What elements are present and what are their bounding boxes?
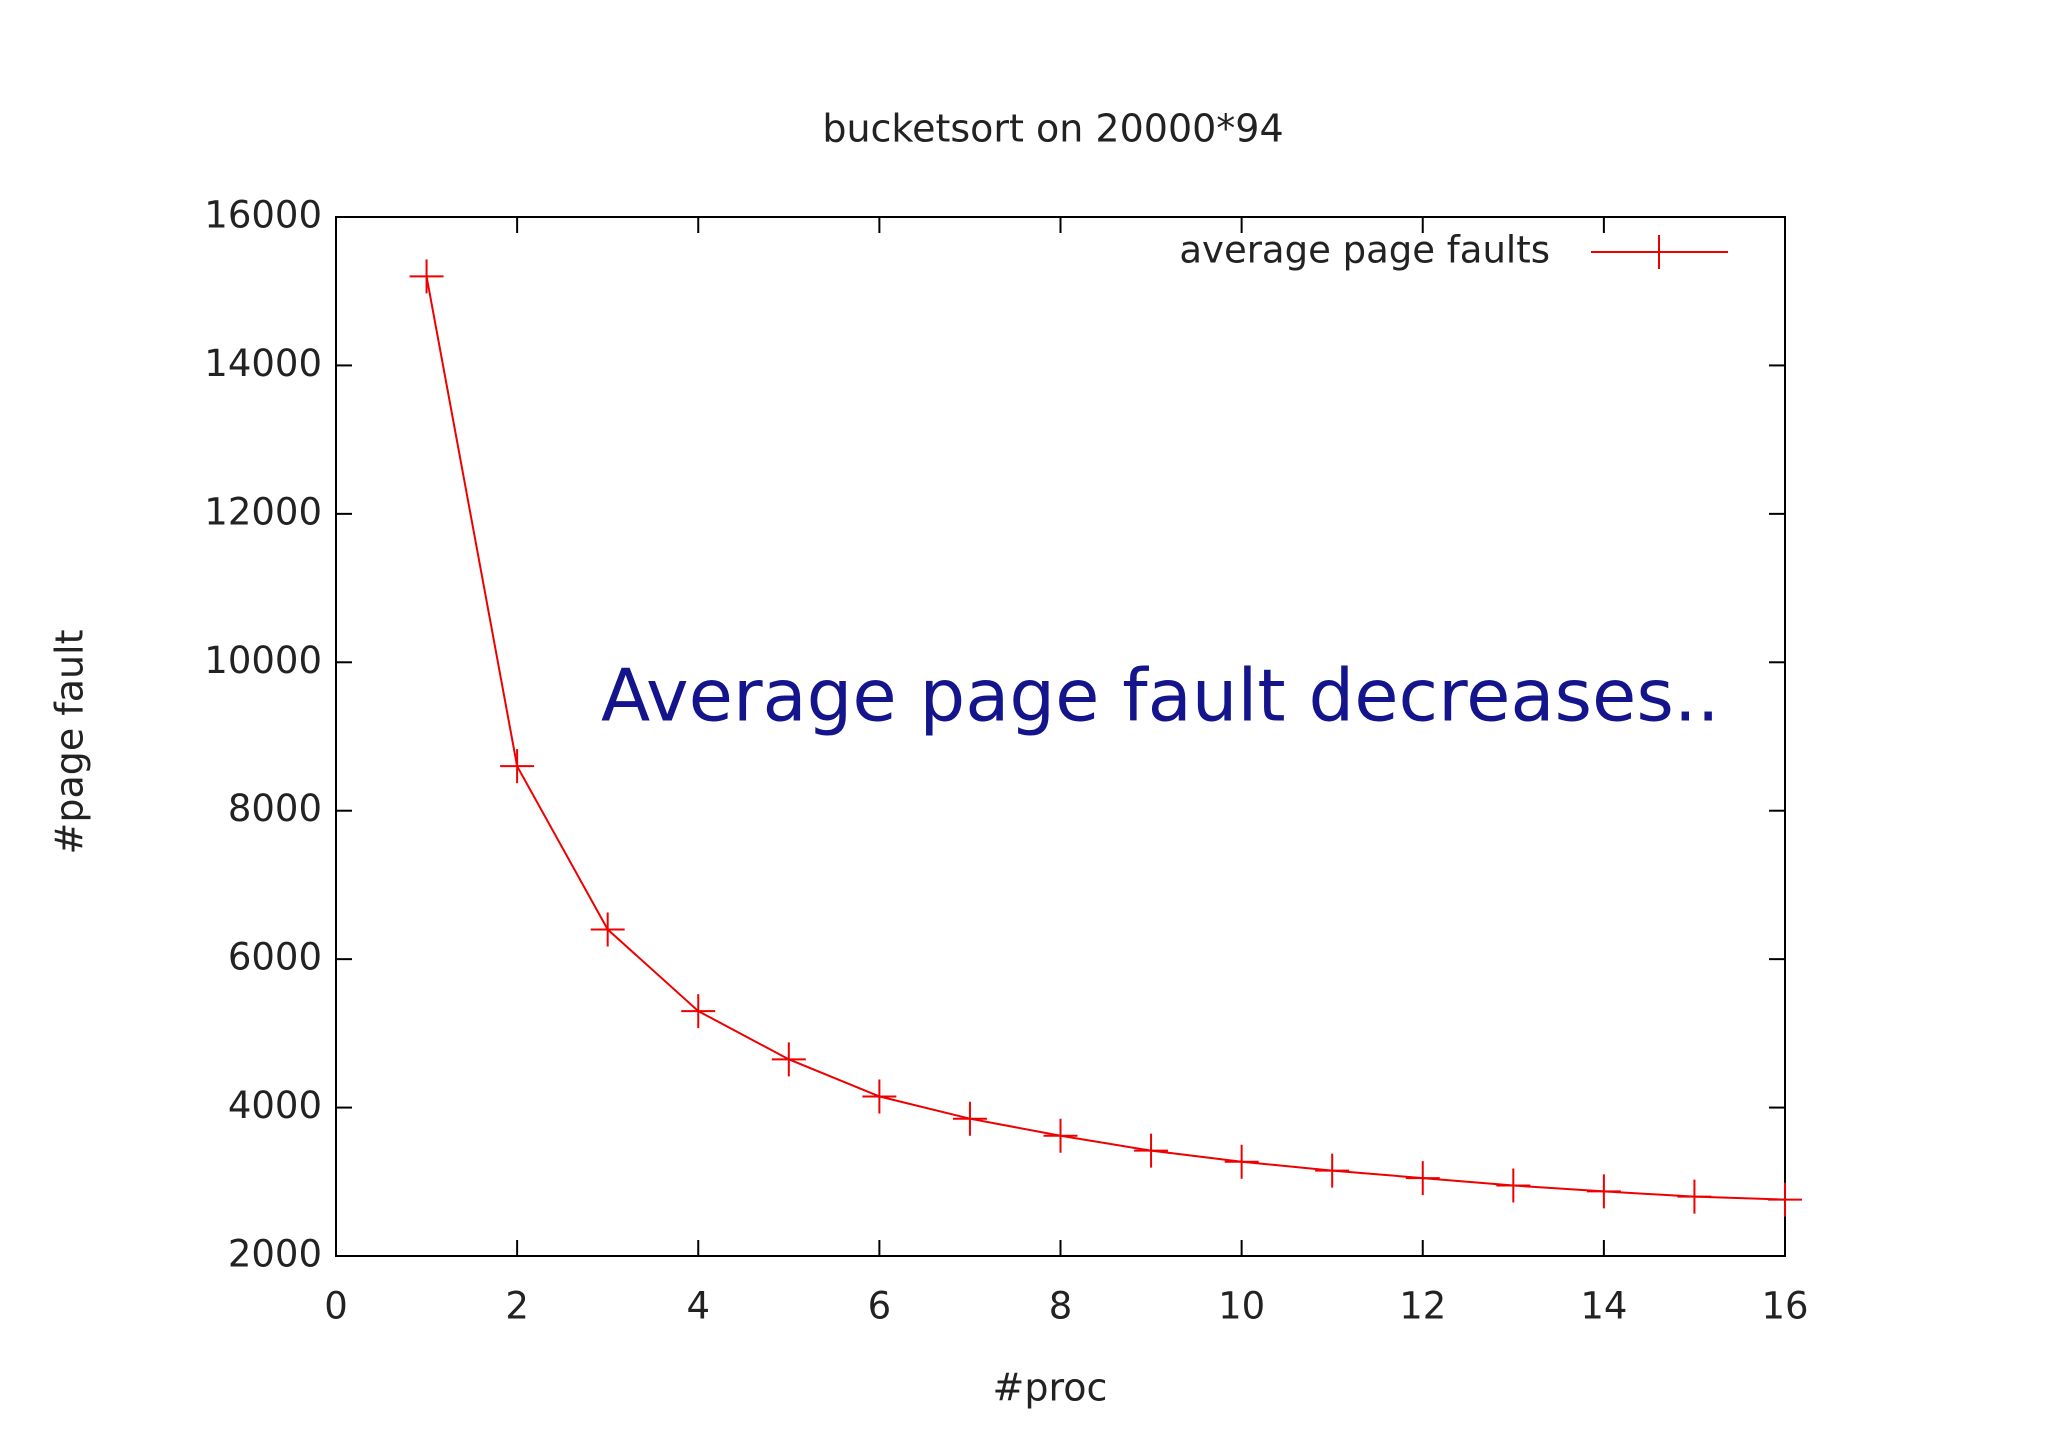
annotation: Average page fault decreases.. [601, 654, 1720, 738]
point-marker [771, 1042, 806, 1077]
x-tick-label: 2 [505, 1285, 529, 1328]
x-tick-label: 8 [1049, 1285, 1073, 1328]
point-marker [590, 912, 625, 947]
x-tick-label: 12 [1399, 1285, 1446, 1328]
point-marker [1586, 1174, 1621, 1209]
point-marker [1677, 1179, 1712, 1214]
x-tick-label: 14 [1580, 1285, 1627, 1328]
y-tick-label: 16000 [204, 194, 322, 237]
y-tick-label: 10000 [204, 639, 322, 682]
y-axis-label: #page fault [48, 629, 92, 854]
series-line [425, 276, 1786, 1201]
x-tick-label: 6 [868, 1285, 892, 1328]
x-tick-label: 10 [1218, 1285, 1265, 1328]
x-tick-label: 4 [686, 1285, 710, 1328]
point-marker [1496, 1168, 1531, 1203]
point-marker [1134, 1133, 1169, 1168]
y-tick-label: 6000 [228, 936, 322, 979]
x-axis-label: #proc [993, 1366, 1108, 1410]
y-tick-label: 12000 [204, 490, 322, 533]
point-marker [1405, 1161, 1440, 1196]
y-tick-label: 2000 [228, 1233, 322, 1276]
point-marker [1315, 1153, 1350, 1188]
x-tick-label: 0 [324, 1285, 348, 1328]
point-marker [409, 259, 444, 294]
point-marker [862, 1079, 897, 1114]
x-tick-label: 16 [1761, 1285, 1808, 1328]
legend-label: average page faults [1179, 229, 1550, 272]
point-marker [681, 994, 716, 1029]
point-marker [1043, 1118, 1078, 1153]
point-marker [1768, 1182, 1802, 1217]
chart-title: bucketsort on 20000*94 [822, 107, 1283, 151]
y-tick-label: 14000 [204, 342, 322, 385]
point-marker [1224, 1144, 1259, 1179]
y-tick-label: 8000 [228, 787, 322, 830]
y-tick-label: 4000 [228, 1084, 322, 1127]
point-marker [500, 749, 535, 784]
point-marker [952, 1101, 987, 1136]
